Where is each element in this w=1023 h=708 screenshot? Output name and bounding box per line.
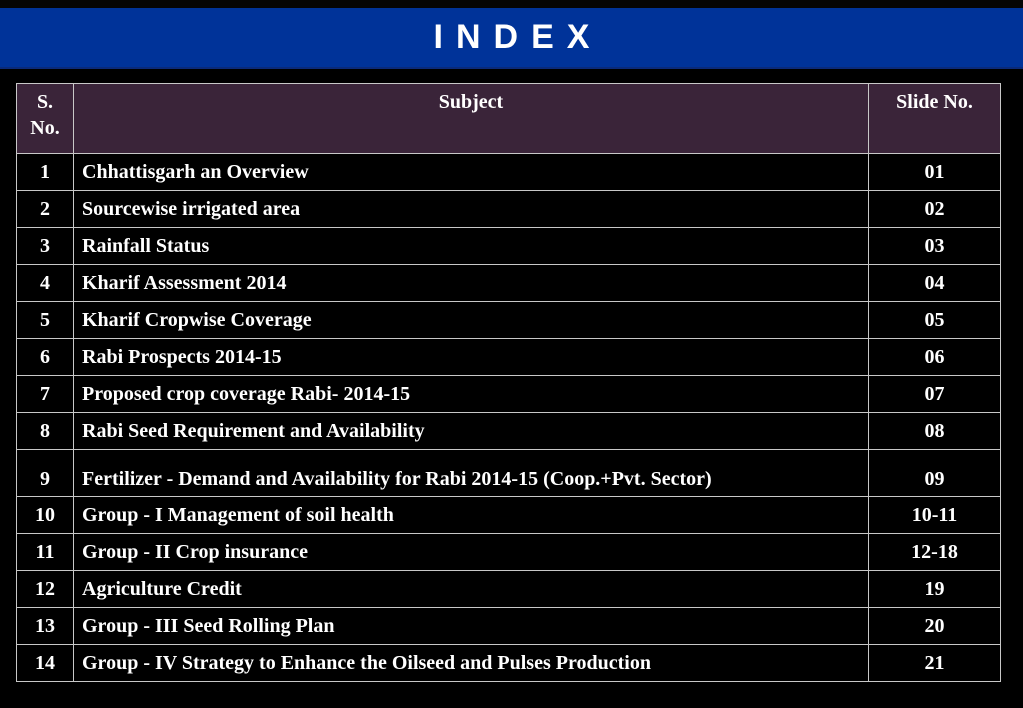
header-sno: S. No. <box>16 83 74 154</box>
row-slide-no: 03 <box>868 227 1001 265</box>
row-subject[interactable]: Kharif Cropwise Coverage <box>73 301 869 339</box>
row-sno: 3 <box>16 227 74 265</box>
row-sno: 9 <box>16 449 74 497</box>
index-table: S. No. Subject Slide No. 1 Chhattisgarh … <box>16 83 1001 682</box>
row-slide-no: 07 <box>868 375 1001 413</box>
title-banner: INDEX <box>0 8 1023 69</box>
table-body: 1 Chhattisgarh an Overview 01 2 Sourcewi… <box>16 153 1001 682</box>
row-slide-no: 21 <box>868 644 1001 682</box>
row-sno: 6 <box>16 338 74 376</box>
row-subject[interactable]: Proposed crop coverage Rabi- 2014-15 <box>73 375 869 413</box>
table-row[interactable]: 2 Sourcewise irrigated area 02 <box>16 190 1001 228</box>
row-slide-no: 05 <box>868 301 1001 339</box>
row-subject[interactable]: Rabi Seed Requirement and Availability <box>73 412 869 450</box>
row-sno: 8 <box>16 412 74 450</box>
row-subject[interactable]: Agriculture Credit <box>73 570 869 608</box>
row-slide-no: 04 <box>868 264 1001 302</box>
row-subject[interactable]: Rainfall Status <box>73 227 869 265</box>
row-sno: 10 <box>16 496 74 534</box>
row-slide-no: 06 <box>868 338 1001 376</box>
row-subject[interactable]: Sourcewise irrigated area <box>73 190 869 228</box>
top-strip <box>0 0 1023 8</box>
table-row[interactable]: 3 Rainfall Status 03 <box>16 227 1001 265</box>
table-row[interactable]: 13 Group - III Seed Rolling Plan 20 <box>16 607 1001 645</box>
table-row[interactable]: 1 Chhattisgarh an Overview 01 <box>16 153 1001 191</box>
table-row[interactable]: 14 Group - IV Strategy to Enhance the Oi… <box>16 644 1001 682</box>
table-row[interactable]: 12 Agriculture Credit 19 <box>16 570 1001 608</box>
row-slide-no: 10-11 <box>868 496 1001 534</box>
row-slide-no: 09 <box>868 449 1001 497</box>
row-subject[interactable]: Kharif Assessment 2014 <box>73 264 869 302</box>
row-sno: 4 <box>16 264 74 302</box>
row-slide-no: 12-18 <box>868 533 1001 571</box>
row-subject[interactable]: Rabi Prospects 2014-15 <box>73 338 869 376</box>
row-sno: 5 <box>16 301 74 339</box>
row-sno: 1 <box>16 153 74 191</box>
header-subject: Subject <box>73 83 869 154</box>
page-title: INDEX <box>433 18 603 56</box>
row-subject[interactable]: Group - I Management of soil health <box>73 496 869 534</box>
row-slide-no: 19 <box>868 570 1001 608</box>
table-row[interactable]: 8 Rabi Seed Requirement and Availability… <box>16 412 1001 450</box>
row-subject[interactable]: Group - III Seed Rolling Plan <box>73 607 869 645</box>
row-subject[interactable]: Fertilizer - Demand and Availability for… <box>73 449 869 497</box>
table-row[interactable]: 9 Fertilizer - Demand and Availability f… <box>16 449 1001 497</box>
row-sno: 12 <box>16 570 74 608</box>
row-sno: 2 <box>16 190 74 228</box>
row-sno: 11 <box>16 533 74 571</box>
row-sno: 13 <box>16 607 74 645</box>
row-slide-no: 01 <box>868 153 1001 191</box>
table-row[interactable]: 7 Proposed crop coverage Rabi- 2014-15 0… <box>16 375 1001 413</box>
header-row: S. No. Subject Slide No. <box>16 83 1001 154</box>
table-row[interactable]: 10 Group - I Management of soil health 1… <box>16 496 1001 534</box>
row-sno: 7 <box>16 375 74 413</box>
row-slide-no: 20 <box>868 607 1001 645</box>
table-row[interactable]: 11 Group - II Crop insurance 12-18 <box>16 533 1001 571</box>
row-slide-no: 08 <box>868 412 1001 450</box>
table-row[interactable]: 6 Rabi Prospects 2014-15 06 <box>16 338 1001 376</box>
table-row[interactable]: 4 Kharif Assessment 2014 04 <box>16 264 1001 302</box>
row-subject[interactable]: Chhattisgarh an Overview <box>73 153 869 191</box>
table-row[interactable]: 5 Kharif Cropwise Coverage 05 <box>16 301 1001 339</box>
row-slide-no: 02 <box>868 190 1001 228</box>
row-sno: 14 <box>16 644 74 682</box>
header-slide-no: Slide No. <box>868 83 1001 154</box>
row-subject[interactable]: Group - II Crop insurance <box>73 533 869 571</box>
row-subject[interactable]: Group - IV Strategy to Enhance the Oilse… <box>73 644 869 682</box>
